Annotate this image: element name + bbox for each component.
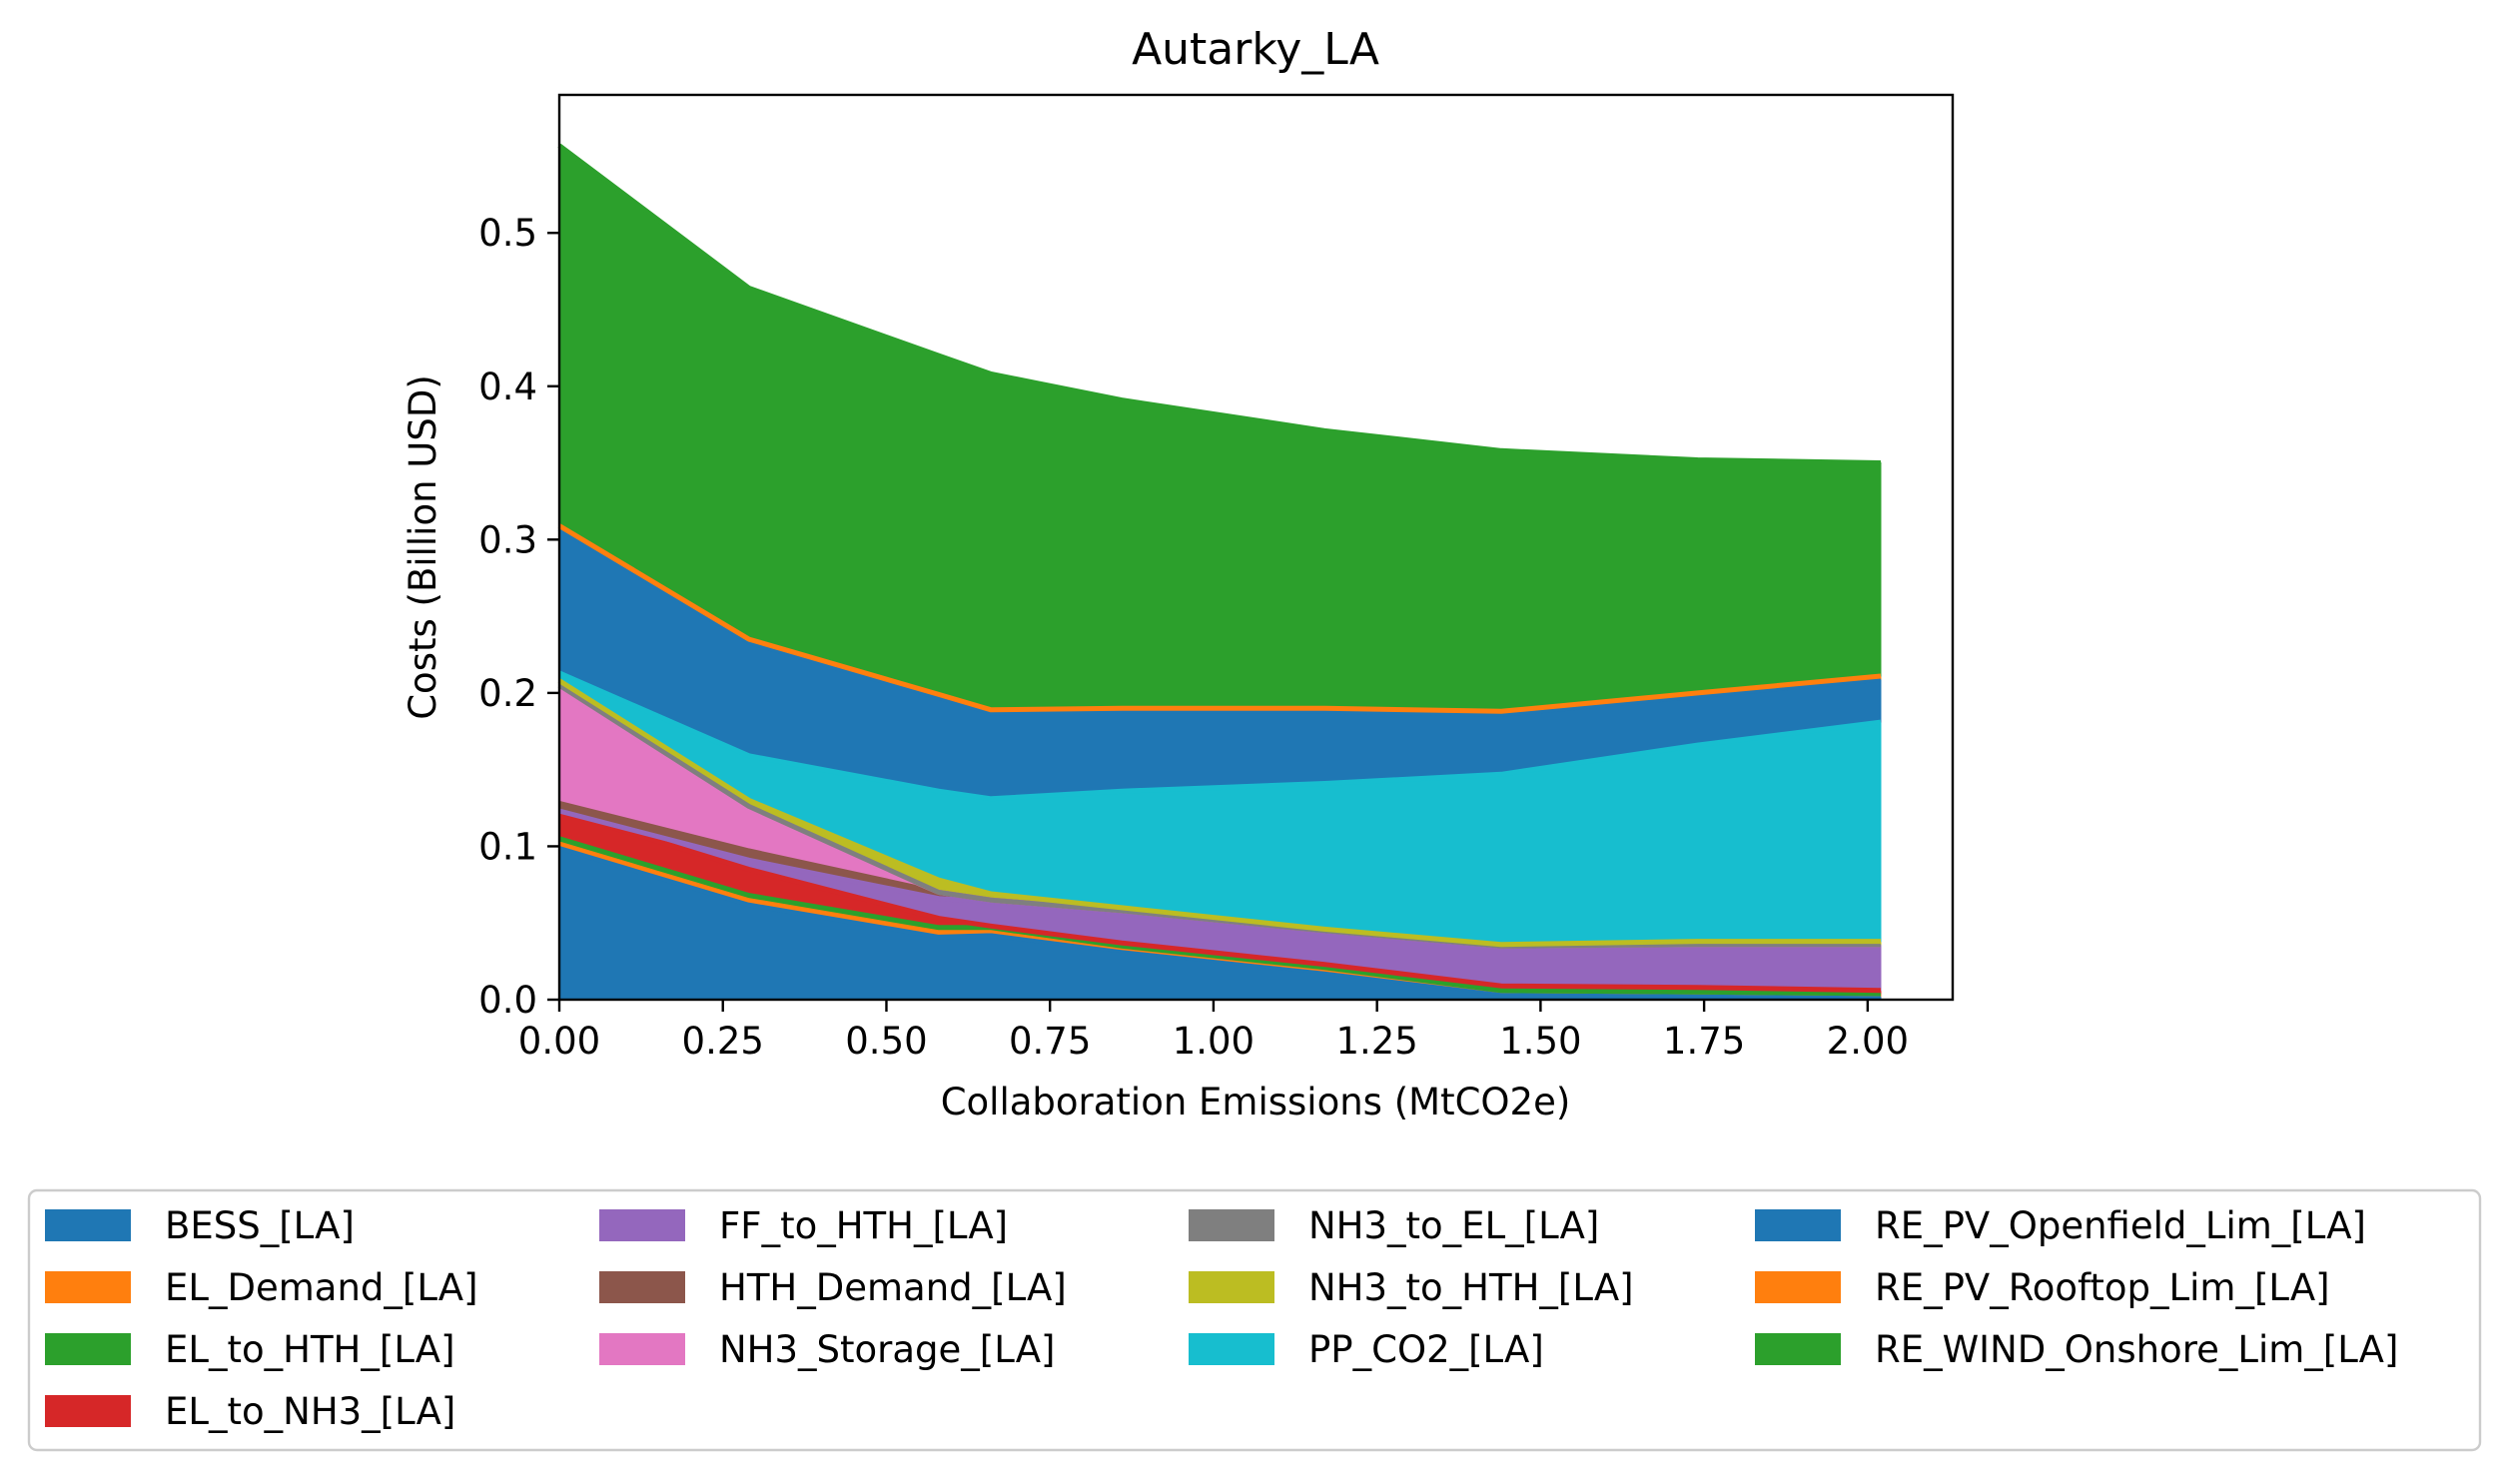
legend-swatch (1189, 1209, 1274, 1241)
line-bess-la (558, 845, 1882, 1000)
x-tick-label: 1.50 (1499, 1020, 1581, 1063)
x-tick-label: 2.00 (1827, 1020, 1909, 1063)
area-re-wind-onshore-lim-la (558, 144, 1882, 712)
y-tick-label: 0.4 (478, 366, 537, 408)
y-tick-label: 0.2 (478, 672, 537, 715)
lines-layer (557, 143, 1882, 1000)
x-axis-label: Collaboration Emissions (MtCO2e) (941, 1081, 1571, 1123)
line-el-to-nh3-la (558, 808, 1882, 994)
legend-swatch (1755, 1333, 1841, 1365)
legend-label: PP_CO2_[LA] (1308, 1328, 1544, 1371)
line-re-pv-rooftop-lim-la (557, 523, 1882, 714)
legend-item-re-wind-onshore-lim-la: RE_WIND_Onshore_Lim_[LA] (1755, 1328, 2398, 1371)
y-tick-label: 0.0 (478, 979, 537, 1022)
x-tick-label: 0.00 (518, 1020, 600, 1063)
legend-label: RE_PV_Openfield_Lim_[LA] (1875, 1204, 2366, 1247)
legend-label: NH3_Storage_[LA] (719, 1328, 1055, 1371)
line-el-to-hth-la (558, 836, 1882, 997)
legend-swatch (45, 1333, 131, 1365)
y-axis: 0.0 0.1 0.2 0.3 0.4 0.5 (478, 212, 559, 1022)
legend-item-hth-demand-la: HTH_Demand_[LA] (599, 1266, 1067, 1309)
chart-title: Autarky_LA (1132, 24, 1379, 75)
x-axis: 0.00 0.25 0.50 0.75 1.00 1.25 1.50 1.75 2.00 (518, 1000, 1909, 1063)
legend-item-nh3-storage-la: NH3_Storage_[LA] (599, 1328, 1055, 1371)
legend-swatch (599, 1209, 685, 1241)
legend-item-el-to-hth-la: EL_to_HTH_[LA] (45, 1328, 455, 1371)
line-nh3-to-el-la (557, 683, 1881, 949)
x-tick-label: 0.50 (845, 1020, 927, 1063)
legend-label: FF_to_HTH_[LA] (719, 1204, 1008, 1247)
legend-label: NH3_to_HTH_[LA] (1308, 1266, 1634, 1309)
legend-label: RE_PV_Rooftop_Lim_[LA] (1875, 1266, 2330, 1309)
legend-swatch (599, 1333, 685, 1365)
legend-swatch (1189, 1333, 1274, 1365)
legend-label: RE_WIND_Onshore_Lim_[LA] (1875, 1328, 2398, 1371)
legend-item-re-pv-rooftop-lim-la: RE_PV_Rooftop_Lim_[LA] (1755, 1266, 2330, 1309)
legend: BESS_[LA] EL_Demand_[LA] EL_to_HTH_[LA] EL_… (45, 1204, 2398, 1433)
y-tick-label: 0.3 (478, 518, 537, 561)
legend-swatch (45, 1209, 131, 1241)
legend-item-nh3-to-hth-la: NH3_to_HTH_[LA] (1189, 1266, 1634, 1309)
legend-swatch (1189, 1271, 1274, 1303)
legend-item-nh3-to-el-la: NH3_to_EL_[LA] (1189, 1204, 1599, 1247)
legend-item-el-to-nh3-la: EL_to_NH3_[LA] (45, 1390, 455, 1433)
x-tick-label: 1.25 (1335, 1020, 1417, 1063)
legend-label: EL_to_HTH_[LA] (165, 1328, 455, 1371)
legend-swatch (45, 1271, 131, 1303)
plot-frame (557, 93, 1955, 1002)
legend-label: EL_Demand_[LA] (165, 1266, 478, 1309)
legend-box (27, 1188, 2482, 1452)
x-tick-label: 0.25 (682, 1020, 764, 1063)
legend-item-ff-to-hth-la: FF_to_HTH_[LA] (599, 1204, 1008, 1247)
legend-swatch (1755, 1209, 1841, 1241)
legend-swatch (599, 1271, 685, 1303)
x-tick-label: 1.75 (1663, 1020, 1745, 1063)
legend-item-re-pv-openfield-lim-la: RE_PV_Openfield_Lim_[LA] (1755, 1204, 2366, 1247)
legend-swatch (1755, 1271, 1841, 1303)
legend-label: NH3_to_EL_[LA] (1308, 1204, 1599, 1247)
legend-label: BESS_[LA] (165, 1204, 355, 1247)
legend-swatch (45, 1395, 131, 1427)
y-tick-label: 0.5 (478, 212, 537, 255)
y-tick-label: 0.1 (478, 825, 537, 868)
y-axis-label: Costs (Billion USD) (402, 374, 444, 720)
legend-item-el-demand-la: EL_Demand_[LA] (45, 1266, 478, 1309)
legend-label: HTH_Demand_[LA] (719, 1266, 1067, 1309)
line-nh3-to-hth-la (557, 678, 1881, 948)
legend-item-pp-co2-la: PP_CO2_[LA] (1189, 1328, 1544, 1371)
line-re-wind-onshore-lim-la (557, 143, 1882, 465)
legend-label: EL_to_NH3_[LA] (165, 1390, 455, 1433)
line-re-pv-openfield-lim-la (557, 526, 1882, 717)
line-pp-co2-la (557, 670, 1882, 802)
x-tick-label: 0.75 (1009, 1020, 1091, 1063)
legend-item-bess-la: BESS_[LA] (45, 1204, 355, 1247)
x-tick-label: 1.00 (1173, 1020, 1254, 1063)
